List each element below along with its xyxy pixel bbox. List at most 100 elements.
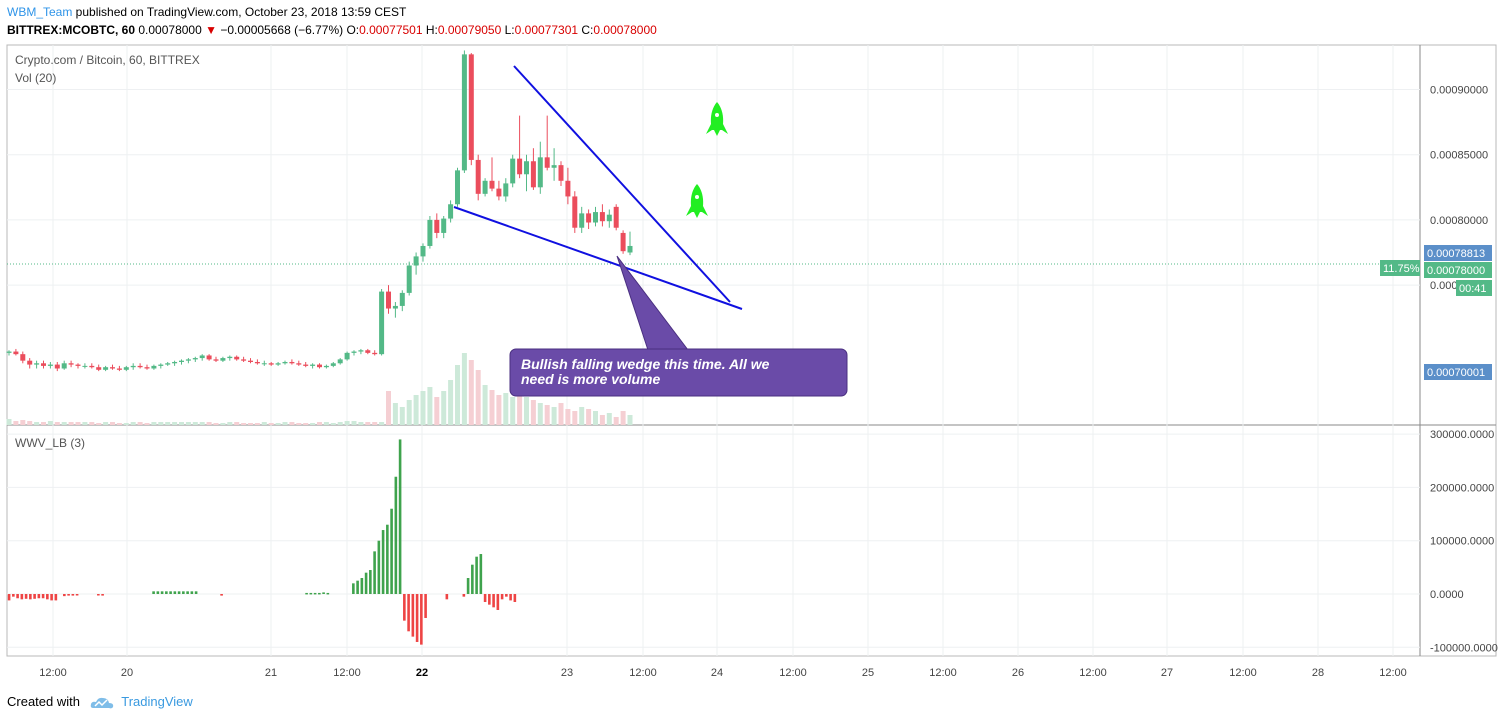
volume-bar bbox=[496, 395, 502, 425]
candle-body bbox=[606, 214, 612, 222]
candle-body bbox=[61, 363, 67, 369]
candle-body bbox=[413, 256, 419, 266]
indicator-bar bbox=[390, 508, 393, 594]
tradingview-cloud-icon bbox=[90, 697, 113, 708]
candle-body bbox=[551, 165, 557, 168]
callout-box bbox=[509, 348, 848, 397]
rocket-fin bbox=[686, 204, 692, 216]
candle-body bbox=[213, 359, 219, 361]
indicator-bar bbox=[326, 592, 330, 595]
volume-bar bbox=[61, 422, 67, 425]
candle-body bbox=[455, 170, 460, 205]
candle-body bbox=[206, 355, 212, 360]
candle-body bbox=[351, 351, 357, 353]
candle-body bbox=[434, 219, 440, 233]
volume-bar bbox=[544, 405, 550, 425]
indicator-bar bbox=[322, 592, 325, 594]
candle-body bbox=[289, 361, 295, 364]
volume-bar bbox=[310, 423, 316, 425]
indicator-bar bbox=[386, 524, 389, 594]
x-tick-label: 12:00 bbox=[333, 667, 361, 679]
candle-body bbox=[565, 180, 571, 197]
volume-bar bbox=[468, 360, 474, 425]
volume-bar bbox=[517, 395, 523, 425]
candle-body bbox=[89, 365, 95, 368]
candle-body bbox=[461, 54, 467, 171]
candle-body bbox=[34, 363, 40, 365]
price-change: −0.00005668 (−6.77%) bbox=[220, 23, 344, 37]
indicator-bar bbox=[500, 594, 504, 600]
candle-body bbox=[386, 291, 391, 309]
created-with-label: Created with bbox=[7, 694, 80, 709]
indicator-bar bbox=[407, 594, 410, 632]
volume-bar bbox=[130, 422, 136, 425]
volume-bar bbox=[344, 421, 350, 425]
candle-body bbox=[468, 54, 474, 160]
rocket-flame bbox=[694, 212, 700, 218]
volume-bar bbox=[379, 422, 385, 425]
volume-legend: Vol (20) bbox=[15, 71, 57, 85]
volume-bar bbox=[427, 387, 433, 425]
countdown-label-bg bbox=[1456, 280, 1492, 296]
volume-bar bbox=[213, 423, 219, 425]
indicator-bar bbox=[479, 554, 483, 594]
ohlc-header: BITTREX:MCOBTC, 60 0.00078000 ▼ −0.00005… bbox=[7, 23, 657, 37]
indicator-bar bbox=[186, 591, 189, 594]
publish-info: published on TradingView.com, October 23… bbox=[72, 5, 407, 19]
indicator-bar bbox=[194, 591, 198, 594]
author-link[interactable]: WBM_Team bbox=[7, 5, 73, 19]
volume-bar bbox=[613, 417, 619, 425]
candle-body bbox=[323, 365, 329, 368]
indicator-bar bbox=[364, 572, 368, 594]
candle-body bbox=[392, 305, 398, 309]
volume-bar bbox=[358, 422, 364, 425]
indicator-bar bbox=[475, 556, 478, 594]
x-tick-label: 12:00 bbox=[629, 667, 657, 679]
volume-bar bbox=[151, 422, 157, 425]
indicator-y-tick-label: 300000.0000 bbox=[1430, 429, 1494, 441]
y-tick-label: 0.00085000 bbox=[1430, 150, 1488, 162]
indicator-bar bbox=[24, 594, 28, 599]
volume-bar bbox=[54, 422, 60, 425]
tradingview-link[interactable]: TradingView bbox=[121, 694, 193, 709]
indicator-bar bbox=[37, 594, 41, 599]
indicator-bar bbox=[190, 591, 194, 594]
candle-body bbox=[116, 368, 122, 370]
x-tick-label: 21 bbox=[265, 667, 277, 679]
high-value: 0.00079050 bbox=[437, 23, 502, 37]
candle-body bbox=[496, 188, 502, 197]
footer: Created with TradingView bbox=[7, 694, 193, 710]
volume-bar bbox=[282, 422, 288, 425]
indicator-bar bbox=[505, 594, 508, 597]
open-label: O: bbox=[346, 23, 360, 37]
indicator-bar bbox=[169, 591, 172, 594]
volume-bar bbox=[165, 422, 171, 425]
candle-body bbox=[158, 364, 164, 366]
x-tick-label: 25 bbox=[862, 667, 874, 679]
candle-body bbox=[20, 354, 26, 361]
volume-bar bbox=[330, 423, 336, 425]
volume-bar bbox=[144, 423, 150, 425]
indicator-bar bbox=[12, 594, 15, 597]
indicator-bar bbox=[20, 594, 24, 600]
volume-bar bbox=[172, 422, 178, 425]
x-tick-label: 12:00 bbox=[929, 667, 957, 679]
candle-body bbox=[365, 350, 371, 353]
wedge-lower-line bbox=[453, 206, 743, 310]
volume-bar bbox=[413, 395, 419, 425]
indicator-legend: WWV_LB (3) bbox=[15, 436, 86, 450]
last-price: 0.00078000 bbox=[138, 23, 202, 37]
candle-body bbox=[268, 363, 274, 365]
volume-bar bbox=[406, 400, 412, 425]
candle-body bbox=[234, 356, 240, 360]
callout-text-line2: need is more volume bbox=[521, 371, 660, 387]
candle-body bbox=[303, 364, 309, 366]
volume-bar bbox=[337, 422, 343, 425]
indicator-bar bbox=[462, 594, 466, 597]
candle-body bbox=[482, 180, 488, 194]
percent-badge: 11.75% bbox=[1383, 263, 1420, 275]
indicator-bar bbox=[46, 594, 49, 600]
last-price-label-bg bbox=[1424, 262, 1492, 278]
indicator-bar bbox=[377, 540, 381, 594]
